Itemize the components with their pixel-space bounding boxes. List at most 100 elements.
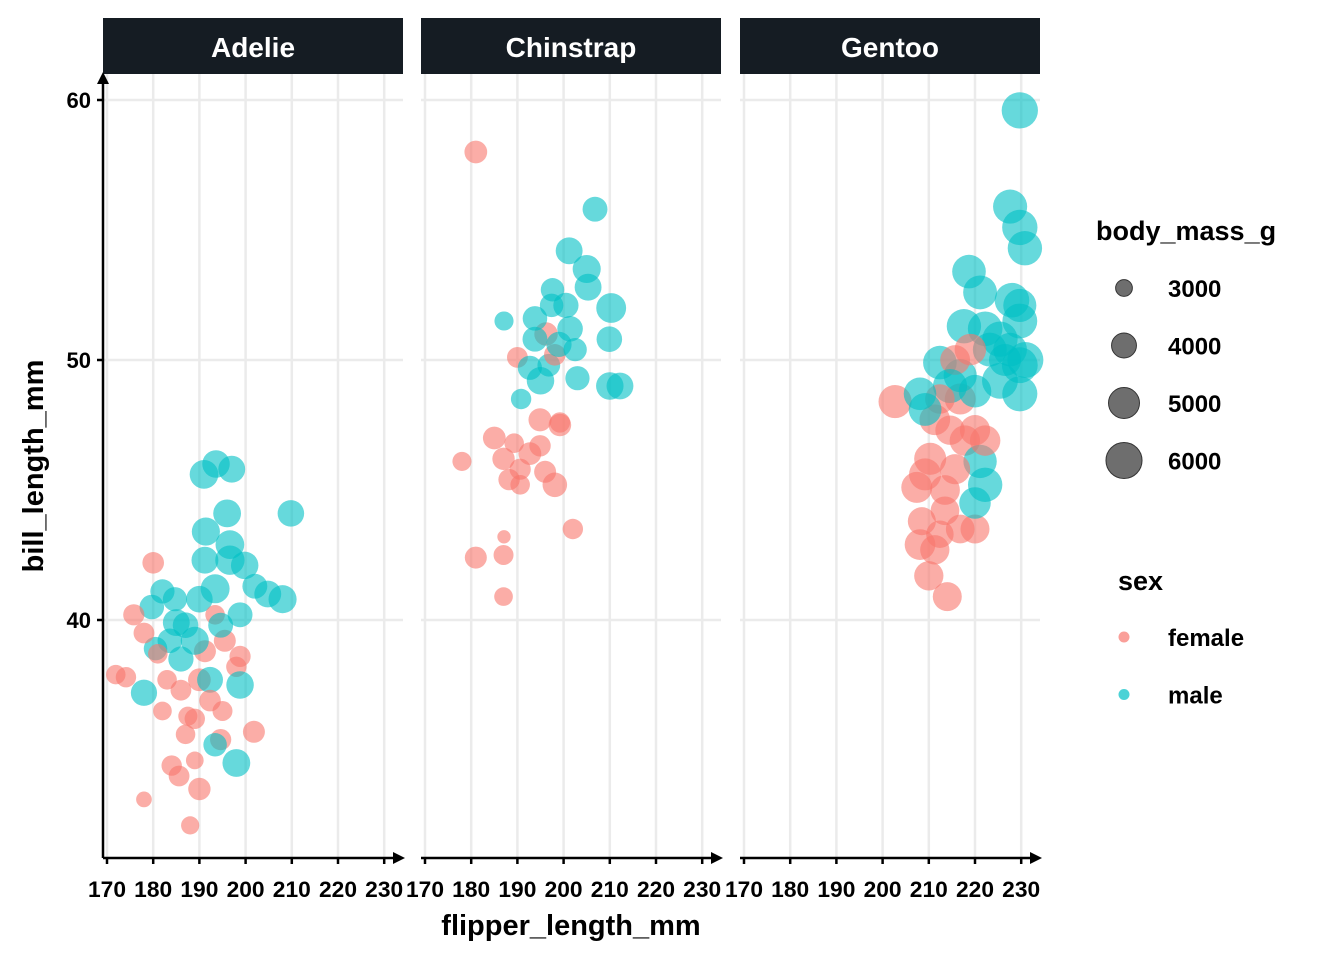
data-point-male <box>226 671 254 699</box>
data-point-female <box>493 545 514 565</box>
data-point-female <box>161 755 182 776</box>
data-point-female <box>504 433 524 453</box>
data-point-male <box>180 626 209 655</box>
panel-adelie: Adelie 170 180 190 200 210 220 230 40 50 60 <box>67 18 405 902</box>
data-point-female <box>954 333 987 366</box>
x-tick-label: 210 <box>910 877 948 902</box>
data-point-male <box>967 467 1003 502</box>
data-point-male <box>203 733 227 757</box>
x-tick-label: 220 <box>956 877 994 902</box>
data-point-male <box>510 388 532 410</box>
size-legend-label: 3000 <box>1168 276 1221 303</box>
x-tick-label: 220 <box>637 877 675 902</box>
x-tick-label: 170 <box>406 877 444 902</box>
data-point-male <box>200 574 230 604</box>
data-point-male <box>168 646 194 672</box>
data-point-male <box>191 517 220 546</box>
size-legend-label: 6000 <box>1168 449 1221 476</box>
x-tick-label: 230 <box>365 877 403 902</box>
data-point-female <box>907 507 936 536</box>
y-tick-label: 40 <box>67 608 91 633</box>
color-legend-keys: female male <box>1118 625 1244 710</box>
data-point-female <box>181 816 200 835</box>
panel-chinstrap: Chinstrap 170 180 190 200 210 220 230 <box>406 18 723 902</box>
data-point-male <box>191 546 219 574</box>
data-point-female <box>878 385 912 419</box>
data-point-female <box>133 622 155 644</box>
data-point-male <box>606 372 634 400</box>
data-point-female <box>153 701 172 721</box>
data-point-female <box>960 514 990 544</box>
data-point-female <box>188 777 211 801</box>
data-point-female <box>115 667 137 688</box>
x-tick-label: 210 <box>591 877 629 902</box>
data-point-male <box>596 293 627 323</box>
data-point-female <box>464 546 487 569</box>
data-point-female <box>185 751 204 770</box>
data-point-male <box>963 275 998 310</box>
data-point-male <box>162 609 190 637</box>
data-point-male <box>222 749 251 777</box>
data-point-female <box>148 644 168 664</box>
color-legend-label: female <box>1168 625 1244 652</box>
x-tick-label: 230 <box>1002 877 1040 902</box>
x-tick-label: 220 <box>319 877 357 902</box>
data-point-male <box>130 679 158 706</box>
data-point-male <box>539 293 564 318</box>
facet-strip <box>740 18 1040 74</box>
data-point-female <box>901 471 933 503</box>
color-legend-title: sex <box>1118 566 1163 596</box>
data-point-male <box>162 587 188 612</box>
data-point-female <box>510 475 530 495</box>
data-point-female <box>497 530 511 544</box>
size-legend-keys: 3000 4000 5000 6000 <box>1105 276 1221 480</box>
data-point-male <box>572 254 601 284</box>
size-legend-key-icon <box>1115 279 1133 297</box>
legend: body_mass_g 3000 4000 5000 6000 sex female m… <box>1096 216 1276 710</box>
data-point-female <box>940 454 971 485</box>
size-legend-label: 5000 <box>1168 391 1221 418</box>
data-point-female <box>199 689 221 712</box>
data-point-female <box>136 791 152 808</box>
facet-strip <box>103 18 403 74</box>
panels: Adelie 170 180 190 200 210 220 230 40 50 60 Chinstr… <box>67 18 1044 902</box>
x-tick-label: 190 <box>498 877 536 902</box>
data-point-female <box>914 442 947 475</box>
data-point-female <box>494 587 513 606</box>
data-point-female <box>959 415 991 446</box>
x-tick-label: 200 <box>227 877 265 902</box>
data-point-male <box>213 499 242 528</box>
x-axis-arrow-icon <box>393 852 405 864</box>
x-tick-label: 170 <box>725 877 763 902</box>
panel-gentoo: Gentoo 170 180 190 200 210 220 230 <box>725 18 1044 902</box>
x-tick-label: 200 <box>864 877 902 902</box>
data-point-male <box>993 189 1028 224</box>
x-axis-arrow-icon <box>1030 852 1042 864</box>
data-point-female <box>452 451 472 471</box>
x-axis-arrow-icon <box>711 852 723 864</box>
color-legend-key-icon <box>1118 689 1130 700</box>
data-point-male <box>1002 376 1038 412</box>
data-point-female <box>492 447 515 470</box>
data-point-female <box>518 442 542 465</box>
data-point-female <box>914 561 944 591</box>
data-point-male <box>903 377 937 411</box>
data-point-male <box>565 366 590 391</box>
x-tick-label: 180 <box>452 877 490 902</box>
data-point-female <box>562 518 584 540</box>
facet-strip-label: Adelie <box>211 32 295 63</box>
x-tick-label: 200 <box>545 877 583 902</box>
size-legend-key-icon <box>1111 332 1137 359</box>
size-legend-key-icon <box>1105 441 1143 480</box>
size-legend-title: body_mass_g <box>1096 216 1276 246</box>
x-tick-label: 180 <box>134 877 172 902</box>
data-point-female <box>528 408 552 432</box>
x-tick-label: 180 <box>771 877 809 902</box>
data-point-female <box>175 724 196 745</box>
data-point-female <box>157 670 177 690</box>
data-point-female <box>464 140 488 164</box>
data-point-female <box>932 582 962 612</box>
y-tick-label: 50 <box>67 348 91 373</box>
data-point-female <box>482 426 506 450</box>
data-point-female <box>123 604 145 626</box>
